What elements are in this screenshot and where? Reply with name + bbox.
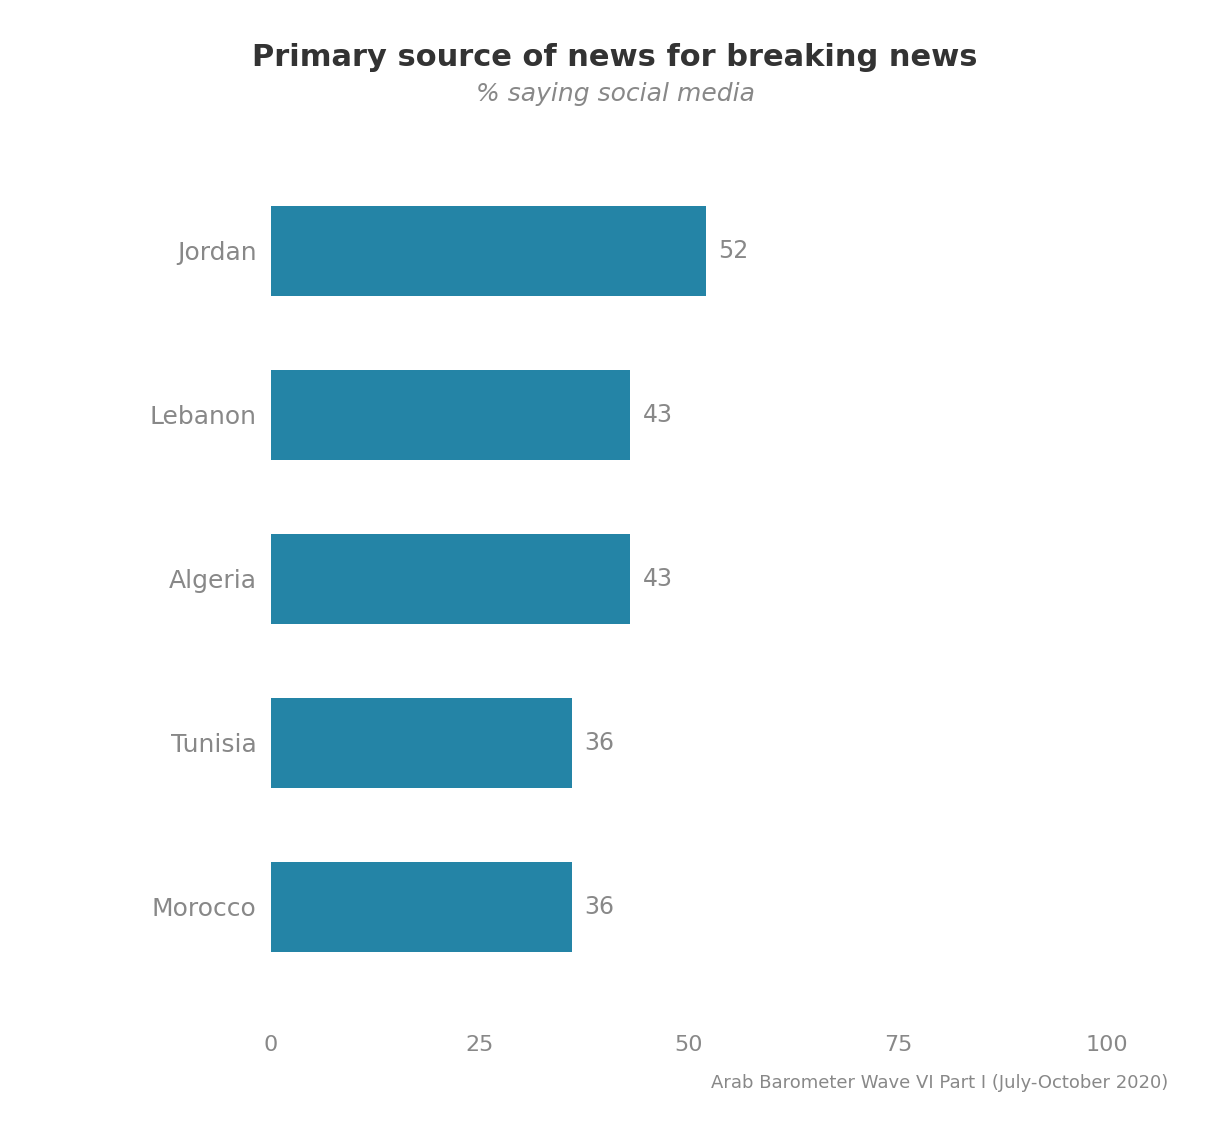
- Text: 43: 43: [643, 403, 673, 427]
- Text: 36: 36: [584, 731, 614, 755]
- Bar: [271, 370, 630, 460]
- Text: 52: 52: [718, 239, 748, 263]
- Text: Arab Barometer Wave VI Part I (July-October 2020): Arab Barometer Wave VI Part I (July-Octo…: [711, 1074, 1168, 1092]
- Text: Primary source of news for breaking news: Primary source of news for breaking news: [252, 43, 978, 73]
- Text: % saying social media: % saying social media: [476, 82, 754, 106]
- Bar: [271, 698, 572, 788]
- Bar: [271, 533, 630, 624]
- Text: 36: 36: [584, 894, 614, 918]
- Bar: [271, 205, 706, 296]
- Text: 43: 43: [643, 566, 673, 591]
- Bar: [271, 861, 572, 952]
